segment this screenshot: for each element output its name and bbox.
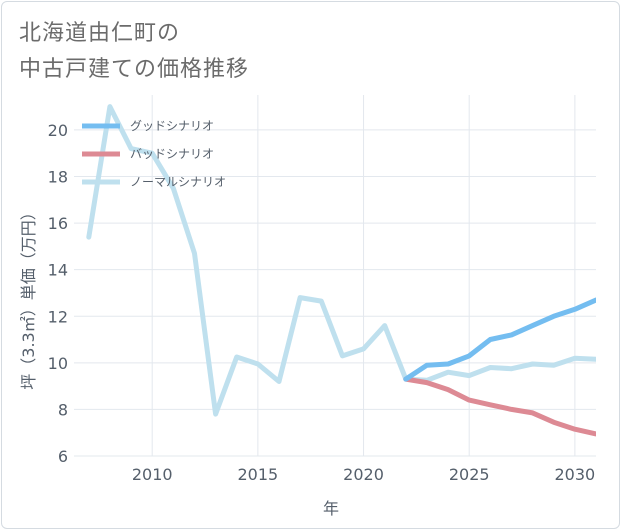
x-tick-label: 2025 (449, 465, 490, 484)
y-tick-label: 6 (58, 447, 68, 466)
y-tick-label: 10 (48, 354, 68, 373)
series-line (86, 104, 596, 417)
y-tick-label: 20 (48, 121, 68, 140)
series-line (403, 376, 596, 437)
x-tick-label: 2010 (132, 465, 173, 484)
x-tick-label: 2020 (343, 465, 384, 484)
legend-label: グッドシナリオ (130, 119, 214, 133)
x-tick-label: 2015 (238, 465, 279, 484)
chart-title-line-2: 中古戸建ての価格推移 (19, 57, 250, 82)
y-tick-label: 16 (48, 214, 68, 233)
axis-ticks: 6 8 10 12 14 16 18 20 2010 2015 2020 2025 2030 (48, 121, 596, 484)
y-tick-label: 14 (48, 261, 68, 280)
grid (74, 95, 596, 457)
x-axis-label: 年 (323, 499, 339, 518)
y-axis-label: 坪（3.3㎡）単価（万円） (19, 204, 38, 389)
y-tick-label: 18 (48, 168, 68, 187)
series-lines (86, 104, 596, 437)
y-tick-label: 8 (58, 400, 68, 419)
chart-title-line-1: 北海道由仁町の (19, 21, 181, 46)
x-tick-label: 2030 (555, 465, 596, 484)
chart-title: 北海道由仁町の 中古戸建ての価格推移 (19, 16, 249, 88)
y-tick-label: 12 (48, 307, 68, 326)
series-line (403, 297, 596, 382)
legend-label: ノーマルシナリオ (130, 175, 226, 189)
legend-label: バッドシナリオ (130, 147, 214, 161)
